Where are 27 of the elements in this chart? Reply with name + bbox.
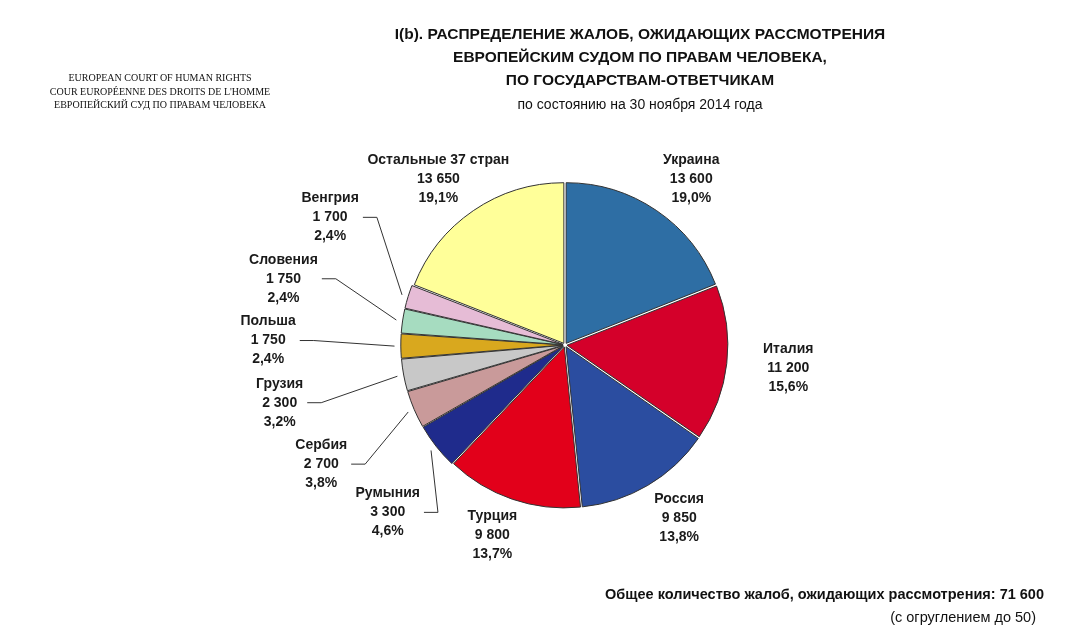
data-label: 11 200 15,6% (767, 358, 810, 394)
slice-label: Словения (249, 250, 318, 267)
slice-label: Украина (663, 150, 720, 167)
slice-label: Румыния (355, 484, 420, 501)
data-label: 1 750 2,4% (250, 331, 286, 367)
chart-title: I(b). РАСПРЕДЕЛЕНИЕ ЖАЛОБ, ОЖИДАЮЩИХ РАССМОТРЕНИЯ ЕВРОПЕЙСКИМ СУДОМ ПО ПРАВАМ ЧЕЛОВЕКА, ПО ГОСУДАРСТВАМ-ОТВЕТЧИКАМ (393, 24, 887, 90)
data-label: 2 700 3,8% (303, 454, 339, 490)
slice-label: Грузия (256, 374, 304, 391)
slice-label: Сербия (295, 435, 348, 452)
data-label: 1 700 2,4% (312, 208, 348, 244)
text: EUROPEAN COURT OF HUMAN RIGHTS COUR EUROPÉENNE DES DROITS DE L'HOMME ЕВРОПЕЙСКИЙ СУД ПО ПРАВАМ ЧЕЛОВЕКА (48, 71, 272, 112)
slice-label: Италия (763, 339, 814, 356)
slice-label: Венгрия (301, 189, 359, 206)
text: Общее количество жалоб, ожидающих рассмотрения: 71 600 (605, 586, 1044, 602)
data-label: 1 750 2,4% (265, 269, 302, 305)
data-label: 2 300 3,2% (262, 393, 298, 429)
data-label: 3 300 4,6% (370, 503, 406, 539)
slice-label: Польша (240, 312, 296, 329)
slice-label: Россия (654, 489, 705, 506)
chart-subtitle: по состоянию на 30 ноября 2014 года (516, 96, 764, 112)
data-label: 13 600 19,0% (669, 169, 713, 205)
text: (с огруглением до 50) (890, 609, 1036, 625)
data-label: 9 800 13,7% (472, 525, 513, 561)
slice-label: Турция (467, 506, 518, 523)
data-label: 13 650 19,1% (416, 170, 460, 206)
slice-label: Остальные 37 стран (367, 151, 510, 168)
data-label: 9 850 13,8% (659, 508, 700, 544)
